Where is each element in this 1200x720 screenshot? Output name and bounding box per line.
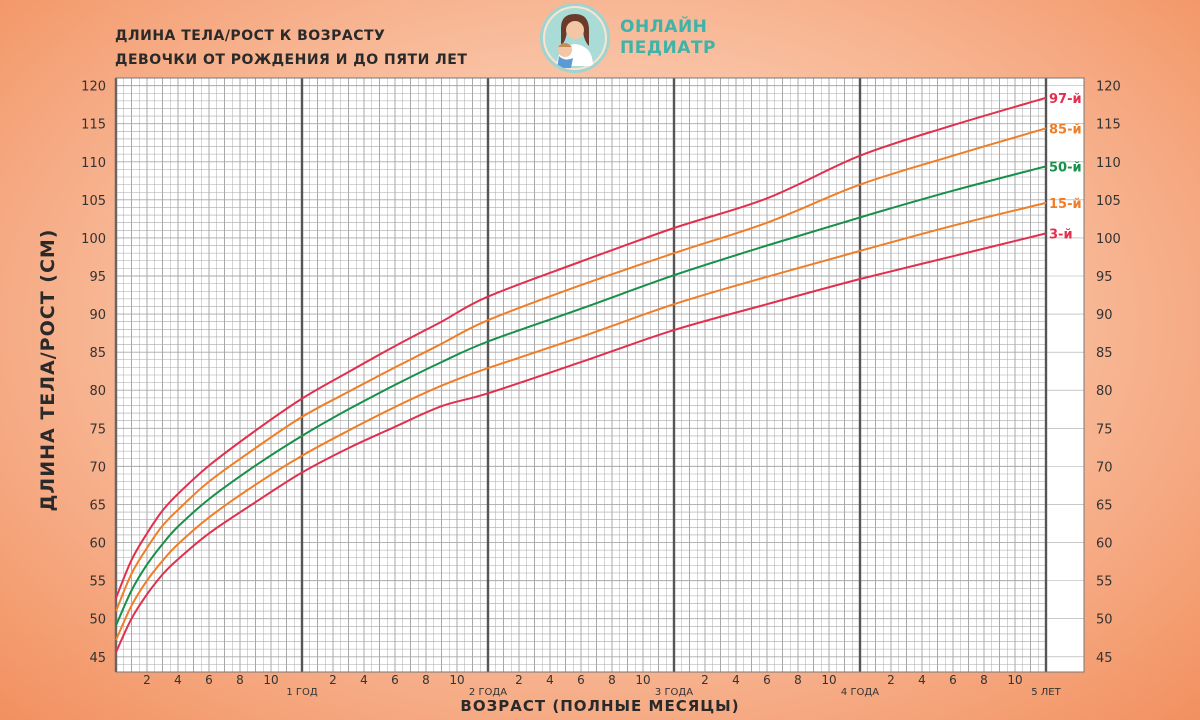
x-month-tick-label: 10 bbox=[263, 673, 278, 687]
percentile-label: 3-й bbox=[1049, 227, 1073, 242]
y-tick-label-left: 95 bbox=[89, 270, 106, 285]
x-month-tick-label: 6 bbox=[577, 673, 585, 687]
title-line-1: ДЛИНА ТЕЛА/РОСТ К ВОЗРАСТУ bbox=[115, 28, 386, 44]
x-month-tick-label: 8 bbox=[422, 673, 430, 687]
logo-text: ОНЛАЙН ПЕДИАТР bbox=[620, 17, 716, 59]
percentile-lines bbox=[115, 96, 1047, 653]
title-line-2: ДЕВОЧКИ ОТ РОЖДЕНИЯ И ДО ПЯТИ ЛЕТ bbox=[115, 52, 468, 68]
percentile-line-50-й bbox=[115, 165, 1047, 626]
y-tick-label-right: 70 bbox=[1096, 460, 1113, 475]
chart-title: ДЛИНА ТЕЛА/РОСТ К ВОЗРАСТУ ДЕВОЧКИ ОТ РО… bbox=[115, 24, 535, 72]
y-tick-label-right: 105 bbox=[1096, 194, 1121, 209]
x-month-tick-label: 6 bbox=[763, 673, 771, 687]
y-tick-label-right: 65 bbox=[1096, 498, 1113, 513]
y-tick-label-left: 90 bbox=[89, 308, 106, 323]
x-month-tick-label: 4 bbox=[918, 673, 926, 687]
x-month-tick-label: 4 bbox=[732, 673, 740, 687]
x-month-tick-label: 6 bbox=[205, 673, 213, 687]
x-year-label: 2 ГОДА bbox=[469, 687, 507, 698]
y-tick-label-left: 65 bbox=[89, 498, 106, 513]
y-tick-labels: 45 45 50 50 55 55 60 60 65 65 70 70 75 75 80 80 85 85 90 90… bbox=[81, 80, 1121, 666]
x-tick-labels: 2 4 6 8 10 2 4 6 8 10 2 4 6 8 10 2 4 6 8 10 2 4 6 8 10 1 ГОД 2 ГОД… bbox=[143, 673, 1061, 698]
y-tick-label-right: 90 bbox=[1096, 308, 1113, 323]
x-month-tick-label: 6 bbox=[949, 673, 957, 687]
y-tick-label-right: 55 bbox=[1096, 575, 1113, 590]
x-month-tick-label: 10 bbox=[635, 673, 650, 687]
y-tick-label-left: 60 bbox=[89, 537, 106, 552]
x-month-tick-label: 4 bbox=[546, 673, 554, 687]
y-tick-label-left: 100 bbox=[81, 232, 106, 247]
x-month-tick-label: 2 bbox=[329, 673, 337, 687]
x-month-tick-label: 8 bbox=[236, 673, 244, 687]
y-tick-label-left: 105 bbox=[81, 194, 106, 209]
percentile-line-15-й bbox=[115, 201, 1047, 641]
percentile-label: 97-й bbox=[1049, 92, 1082, 107]
y-tick-label-right: 75 bbox=[1096, 422, 1113, 437]
x-year-label: 5 ЛЕТ bbox=[1031, 687, 1061, 698]
logo: ОНЛАЙН ПЕДИАТР bbox=[540, 3, 740, 75]
y-tick-label-left: 55 bbox=[89, 575, 106, 590]
x-axis-label: ВОЗРАСТ (ПОЛНЫЕ МЕСЯЦЫ) bbox=[460, 697, 740, 715]
y-tick-label-left: 85 bbox=[89, 346, 106, 361]
x-month-tick-label: 8 bbox=[794, 673, 802, 687]
logo-text-line-1: ОНЛАЙН bbox=[620, 17, 708, 37]
y-tick-label-left: 120 bbox=[81, 80, 106, 95]
x-month-tick-label: 10 bbox=[821, 673, 836, 687]
y-tick-label-right: 95 bbox=[1096, 270, 1113, 285]
y-tick-label-left: 50 bbox=[89, 613, 106, 628]
y-tick-label-right: 45 bbox=[1096, 651, 1113, 666]
percentile-label: 15-й bbox=[1049, 197, 1082, 212]
y-tick-label-right: 60 bbox=[1096, 537, 1113, 552]
y-tick-label-left: 45 bbox=[89, 651, 106, 666]
y-tick-label-right: 115 bbox=[1096, 118, 1121, 133]
x-month-tick-label: 2 bbox=[515, 673, 523, 687]
x-month-tick-label: 6 bbox=[391, 673, 399, 687]
x-year-label: 3 ГОДА bbox=[655, 687, 693, 698]
percentile-line-97-й bbox=[115, 96, 1047, 599]
y-tick-label-left: 110 bbox=[81, 156, 106, 171]
pediatrician-logo-icon bbox=[540, 3, 610, 73]
x-month-tick-label: 10 bbox=[1007, 673, 1022, 687]
y-tick-label-right: 110 bbox=[1096, 156, 1121, 171]
y-tick-label-right: 80 bbox=[1096, 384, 1113, 399]
x-month-tick-label: 8 bbox=[608, 673, 616, 687]
y-tick-label-left: 115 bbox=[81, 118, 106, 133]
y-tick-label-right: 85 bbox=[1096, 346, 1113, 361]
x-month-tick-label: 2 bbox=[701, 673, 709, 687]
x-month-tick-label: 4 bbox=[360, 673, 368, 687]
x-month-tick-label: 10 bbox=[449, 673, 464, 687]
y-tick-label-left: 80 bbox=[89, 384, 106, 399]
y-tick-label-left: 75 bbox=[89, 422, 106, 437]
percentile-label: 50-й bbox=[1049, 160, 1082, 175]
grid bbox=[114, 77, 1085, 673]
percentile-label: 85-й bbox=[1049, 122, 1082, 137]
y-tick-label-right: 120 bbox=[1096, 80, 1121, 95]
x-year-label: 4 ГОДА bbox=[841, 687, 879, 698]
percentile-line-85-й bbox=[115, 127, 1047, 612]
x-year-label: 1 ГОД bbox=[286, 687, 318, 698]
x-month-tick-label: 4 bbox=[174, 673, 182, 687]
y-tick-label-left: 70 bbox=[89, 460, 106, 475]
y-tick-label-right: 100 bbox=[1096, 232, 1121, 247]
plot-border bbox=[115, 77, 1085, 673]
x-month-tick-label: 8 bbox=[980, 673, 988, 687]
x-month-tick-label: 2 bbox=[143, 673, 151, 687]
percentile-line-3-й bbox=[115, 232, 1047, 653]
percentile-labels: 97-й 85-й 50-й 15-й 3-й bbox=[1049, 92, 1082, 243]
logo-text-line-2: ПЕДИАТР bbox=[620, 38, 716, 58]
x-month-tick-label: 2 bbox=[887, 673, 895, 687]
y-tick-label-right: 50 bbox=[1096, 613, 1113, 628]
